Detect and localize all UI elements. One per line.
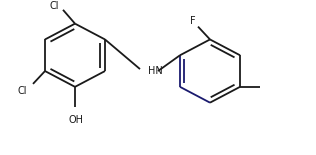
- Text: F: F: [190, 16, 196, 26]
- Text: HN: HN: [148, 66, 163, 76]
- Text: Cl: Cl: [49, 1, 59, 11]
- Text: OH: OH: [69, 115, 83, 124]
- Text: Cl: Cl: [17, 86, 27, 96]
